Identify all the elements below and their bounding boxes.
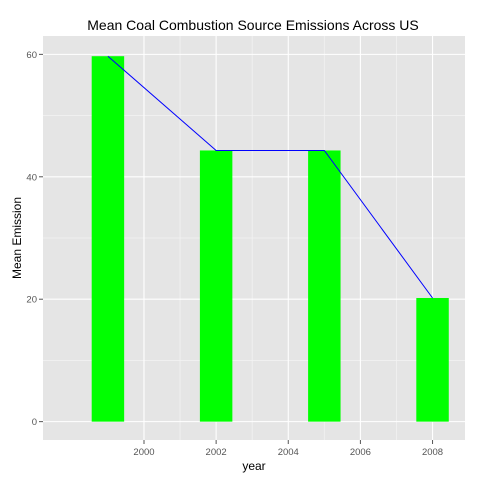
chart-title: Mean Coal Combustion Source Emissions Ac… [87, 17, 418, 33]
x-axis-ticks: 2000 2002 2004 2006 2008 [133, 440, 443, 458]
x-tick-label: 2004 [278, 447, 299, 458]
bar [416, 297, 449, 422]
y-tick-label: 40 [26, 172, 37, 183]
y-tick-label: 60 [26, 50, 37, 61]
x-tick-label: 2008 [422, 447, 443, 458]
bar [199, 150, 233, 422]
x-tick-label: 2006 [350, 447, 371, 458]
trend-line [107, 55, 433, 299]
bar [308, 150, 341, 422]
y-tick-label: 20 [26, 295, 37, 306]
y-axis-title: Mean Emission [10, 197, 24, 279]
series-line [107, 55, 433, 299]
x-axis-title: year [242, 459, 265, 473]
y-tick-label: 0 [32, 417, 37, 428]
bar [91, 56, 125, 422]
x-tick-label: 2000 [133, 447, 154, 458]
x-tick-label: 2002 [206, 447, 227, 458]
bars [91, 56, 449, 422]
y-axis-ticks: 0 20 40 60 [26, 50, 43, 428]
